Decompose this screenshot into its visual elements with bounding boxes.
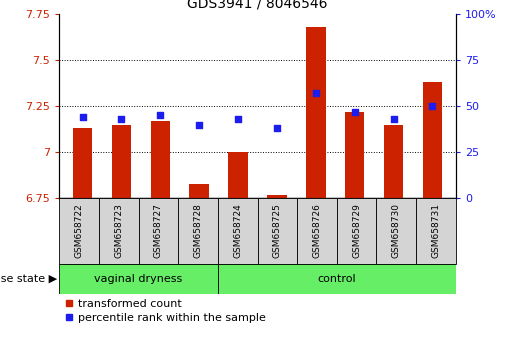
Bar — [416, 198, 456, 264]
Point — [78, 114, 87, 120]
Bar — [376, 198, 416, 264]
Text: GSM658726: GSM658726 — [313, 204, 321, 258]
Text: disease state ▶: disease state ▶ — [0, 274, 57, 284]
Bar — [59, 198, 99, 264]
Bar — [190, 183, 209, 198]
Bar — [228, 152, 248, 198]
Bar — [345, 112, 365, 198]
Point — [312, 91, 320, 96]
Point — [156, 113, 164, 118]
Point — [195, 122, 203, 127]
Point — [234, 116, 242, 122]
Text: GSM658728: GSM658728 — [194, 204, 202, 258]
Bar — [267, 195, 287, 198]
Bar — [178, 198, 218, 264]
Bar — [73, 128, 92, 198]
Text: GSM658725: GSM658725 — [273, 204, 282, 258]
Text: GSM658730: GSM658730 — [392, 204, 401, 258]
Legend: transformed count, percentile rank within the sample: transformed count, percentile rank withi… — [65, 299, 266, 323]
Point — [351, 109, 359, 115]
Bar — [59, 264, 218, 294]
Point — [389, 116, 398, 122]
Bar — [150, 121, 170, 198]
Text: control: control — [317, 274, 356, 284]
Text: GSM658724: GSM658724 — [233, 204, 242, 258]
Point — [117, 116, 126, 122]
Bar — [218, 264, 456, 294]
Bar — [297, 198, 337, 264]
Text: GSM658722: GSM658722 — [75, 204, 83, 258]
Bar — [139, 198, 178, 264]
Text: GSM658731: GSM658731 — [432, 204, 440, 258]
Bar — [112, 125, 131, 198]
Bar — [423, 82, 442, 198]
Bar — [258, 198, 297, 264]
Bar — [218, 198, 258, 264]
Bar — [384, 125, 403, 198]
Text: GSM658727: GSM658727 — [154, 204, 163, 258]
Bar — [99, 198, 139, 264]
Point — [273, 125, 281, 131]
Point — [428, 103, 437, 109]
Text: GSM658723: GSM658723 — [114, 204, 123, 258]
Bar — [337, 198, 376, 264]
Bar — [306, 27, 325, 198]
Text: vaginal dryness: vaginal dryness — [94, 274, 183, 284]
Text: GSM658729: GSM658729 — [352, 204, 361, 258]
Title: GDS3941 / 8046546: GDS3941 / 8046546 — [187, 0, 328, 10]
